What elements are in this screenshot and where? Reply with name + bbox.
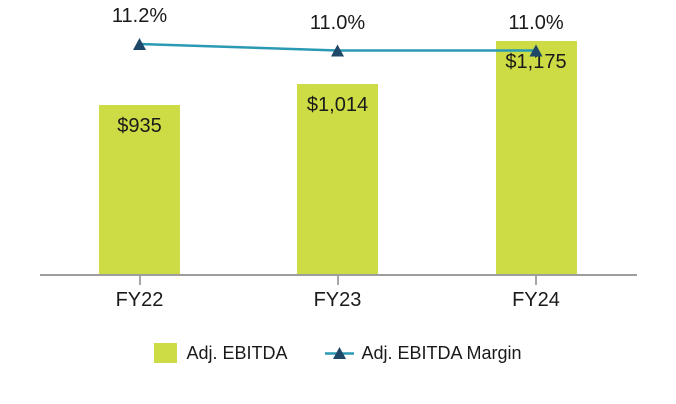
bar-value-label-fy22: $935 <box>117 114 162 137</box>
legend-line-marker-icon <box>325 347 355 359</box>
margin-label-fy22: 11.2% <box>111 5 168 27</box>
margin-label-fy24: 11.0% <box>508 11 564 34</box>
x-axis-label-fy24: FY24 <box>512 289 560 311</box>
bar-value-label-fy24: $1,175 <box>505 50 567 73</box>
x-axis-tick-fy23 <box>336 276 339 285</box>
margin-label-fy23: 11.0% <box>309 11 366 34</box>
legend-item-adj-ebitda: Adj. EBITDA <box>154 343 287 364</box>
bar-fy22: $935 <box>99 104 180 275</box>
chart-legend: Adj. EBITDA Adj. EBITDA Margin <box>0 341 676 365</box>
legend-bar-swatch-icon <box>154 343 178 363</box>
legend-label-adj-ebitda: Adj. EBITDA <box>186 342 288 363</box>
bar-value-label-fy23: $1,014 <box>306 93 369 116</box>
x-axis-line <box>40 274 637 276</box>
x-axis-label-fy23: FY23 <box>313 289 362 311</box>
bar-fy24: $1,175 <box>495 40 577 275</box>
bar-fy23: $1,014 <box>297 83 378 275</box>
x-axis-label-fy22: FY22 <box>115 289 164 311</box>
margin-line <box>139 42 536 52</box>
margin-marker-fy22 <box>133 38 146 50</box>
margin-marker-fy23 <box>331 44 344 57</box>
x-axis-tick-fy24 <box>535 276 537 285</box>
legend-label-adj-ebitda-margin: Adj. EBITDA Margin <box>361 342 522 363</box>
x-axis-tick-fy22 <box>138 276 141 285</box>
legend-item-adj-ebitda-margin: Adj. EBITDA Margin <box>325 342 522 364</box>
